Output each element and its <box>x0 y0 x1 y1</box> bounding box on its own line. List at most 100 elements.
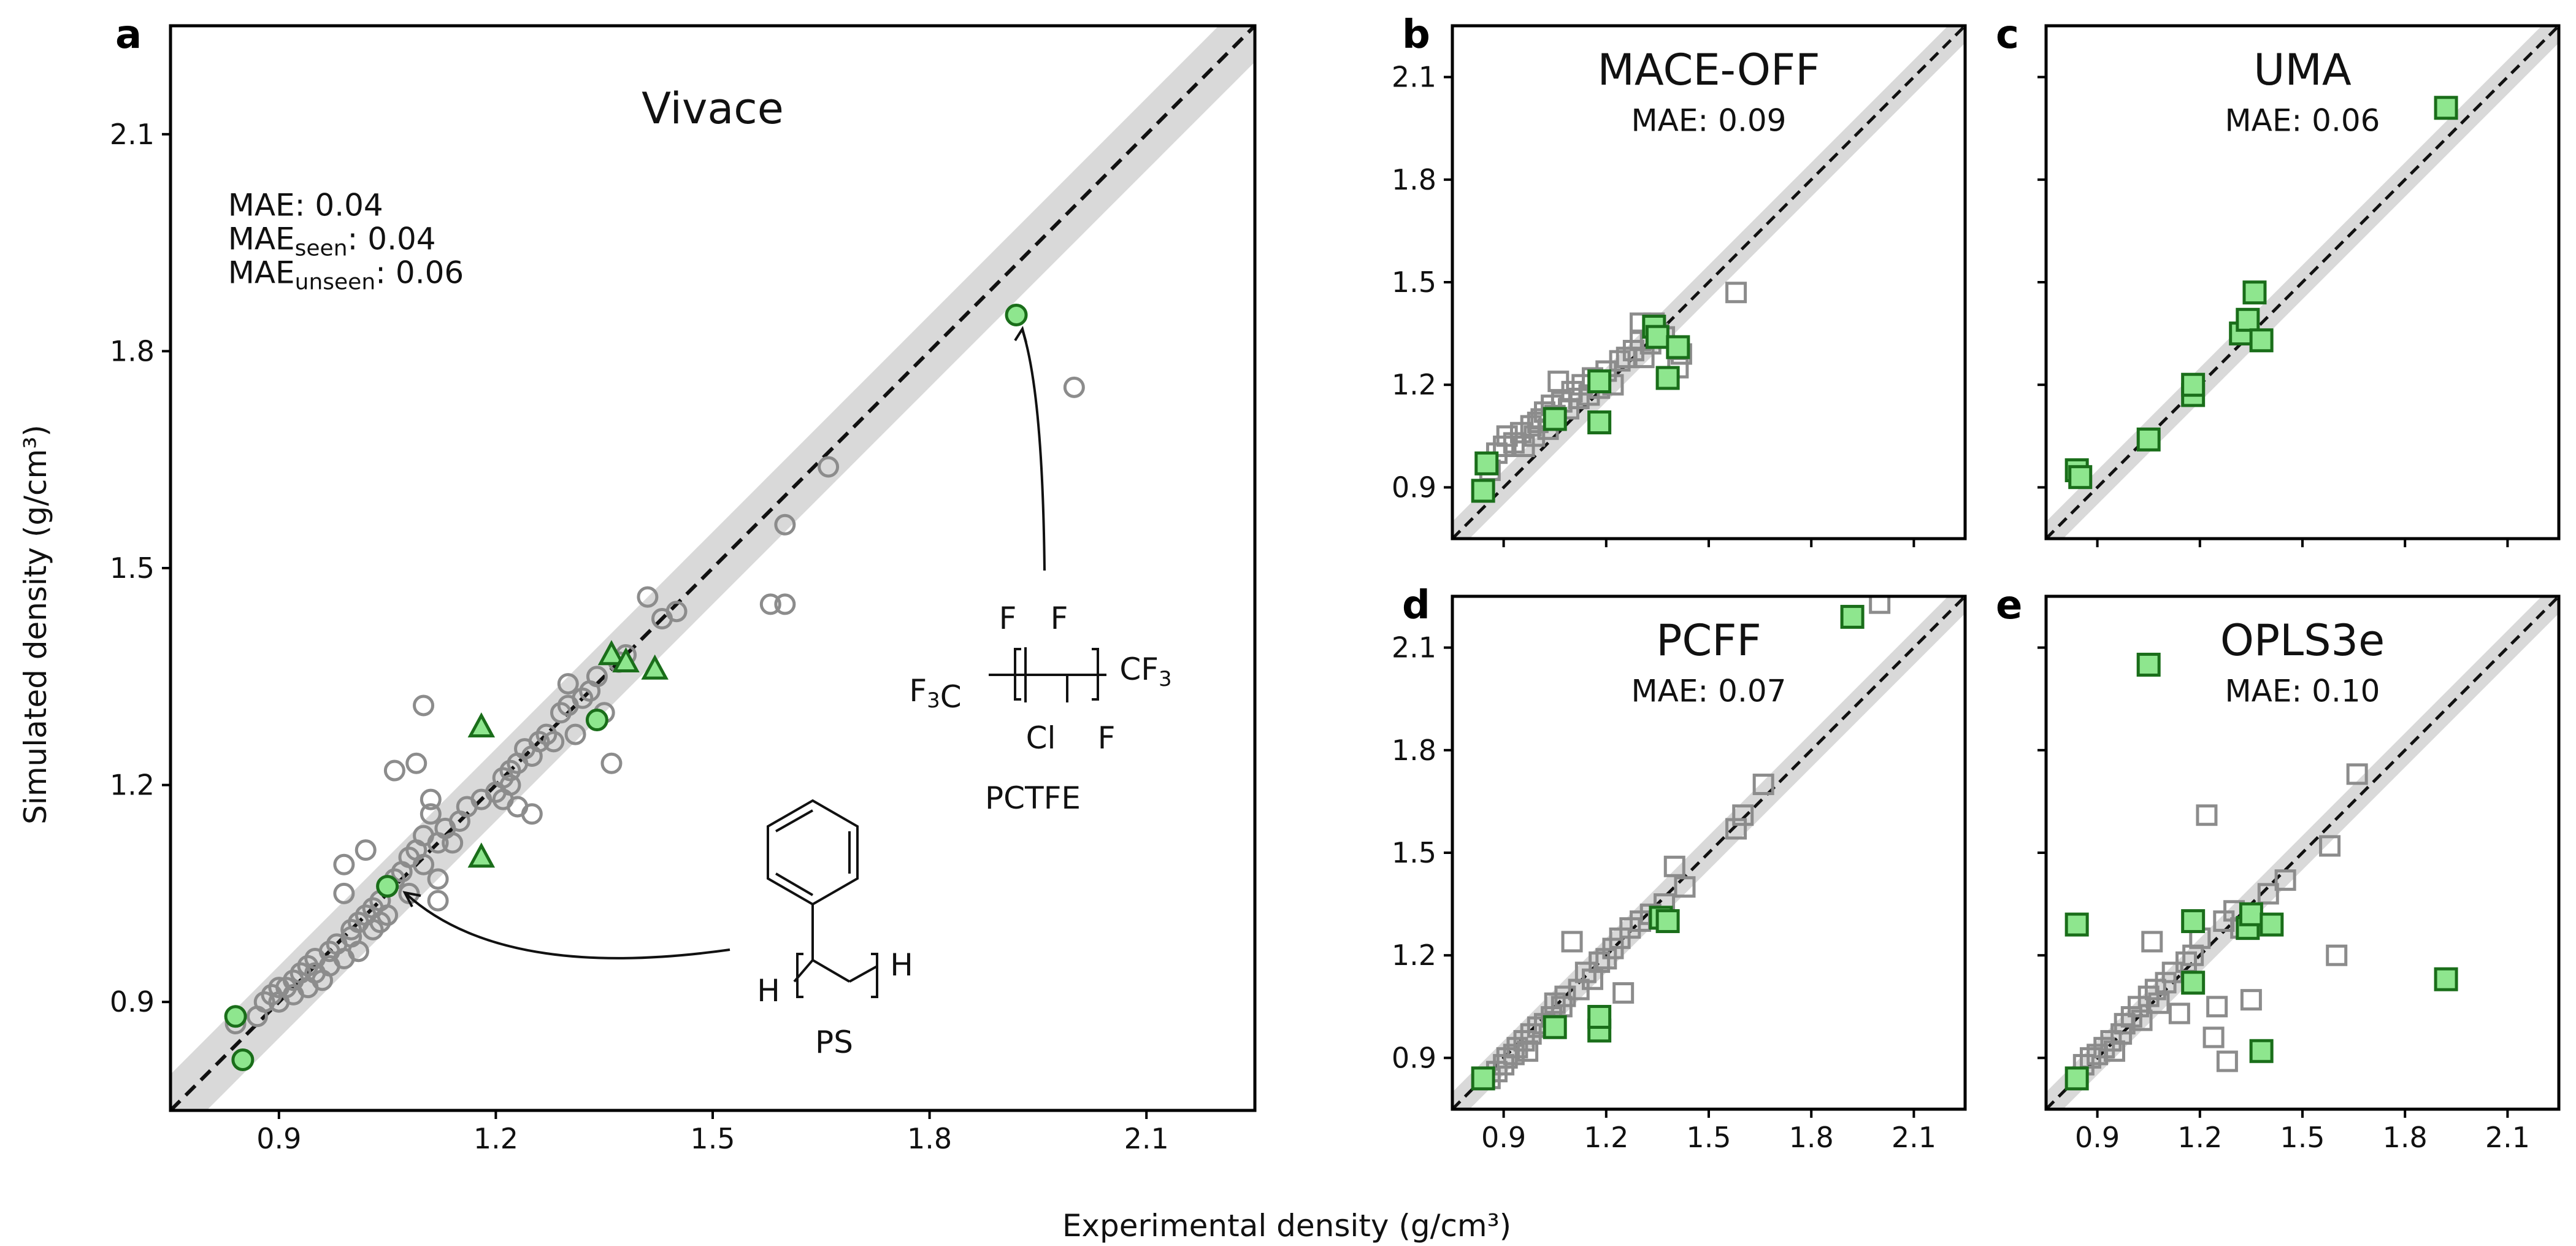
data-point-seen <box>340 918 362 940</box>
data-point-unseen <box>2249 328 2274 353</box>
x-tick-label: 1.2 <box>2177 1121 2222 1154</box>
data-point-seen <box>2141 931 2163 953</box>
plot-area <box>2046 26 2559 539</box>
x-tick-label: 2.1 <box>1124 1122 1169 1155</box>
data-point-seen <box>521 803 543 825</box>
data-point-seen <box>427 868 449 890</box>
data-point-seen <box>492 767 514 789</box>
ps-arrow-head <box>402 891 421 907</box>
y-tick-label: 1.2 <box>1392 939 1436 972</box>
x-tick-label: 1.2 <box>1584 1121 1628 1154</box>
data-point-seen <box>275 977 297 999</box>
data-point-seen <box>550 702 572 724</box>
x-tick-label: 1.8 <box>1789 1121 1834 1154</box>
mae-label: MAE: 0.06 <box>2225 102 2380 138</box>
data-point-unseen <box>2434 96 2458 120</box>
pctfe-f-top-left: F <box>999 601 1017 636</box>
data-point-unseen <box>2181 372 2206 397</box>
data-point-seen <box>1612 982 1635 1004</box>
data-point-seen <box>405 752 427 774</box>
data-point-unseen <box>1587 1005 1612 1029</box>
mae-label: MAE: 0.09 <box>1631 102 1786 138</box>
data-point-unseen <box>1840 604 1865 629</box>
pctfe-cf3-right: CF3 <box>1119 652 1171 691</box>
data-point-unseen-triangle <box>597 640 626 666</box>
panel-b-mace-off: 0.9 1.2 1.5 1.8 2.1b MACE-OFF MAE: 0.09 <box>1392 12 1967 547</box>
data-point-seen <box>442 832 464 854</box>
data-point-unseen <box>2136 652 2161 677</box>
data-point-unseen <box>2181 971 2206 995</box>
data-point-seen <box>818 456 840 478</box>
data-point-seen <box>420 788 442 810</box>
data-point-seen <box>1732 804 1754 826</box>
plot-area <box>171 26 1255 1110</box>
data-point-seen <box>1869 596 1891 614</box>
ps-label: PS <box>815 1025 853 1060</box>
data-point-seen <box>413 694 435 717</box>
pctfe-f-top-right: F <box>1051 601 1068 636</box>
data-point-seen <box>355 839 377 861</box>
y-tick-label: 0.9 <box>1392 471 1436 504</box>
data-point-seen <box>383 760 405 782</box>
pctfe-structure <box>989 647 1106 702</box>
data-point-unseen <box>1474 451 1499 475</box>
ps-arrow <box>405 893 730 959</box>
x-tick-label: 1.8 <box>2383 1121 2428 1154</box>
data-point-seen <box>2274 869 2296 891</box>
data-point-seen <box>1752 774 1774 796</box>
data-point-seen <box>1561 931 1583 953</box>
y-tick-label: 1.5 <box>1392 836 1436 869</box>
panel-e-opls3e: 0.9 1.2 1.5 1.8 2.1 e OPLS3e MAE: 0.10 <box>1996 583 2561 1154</box>
data-point-seen <box>420 803 442 825</box>
parity-line <box>1452 26 1965 539</box>
data-point-unseen-circle <box>224 1005 247 1028</box>
data-point-unseen-circle <box>585 709 608 732</box>
panel-d-pcff: 0.9 1.2 1.5 1.8 2.10.91.21.51.82.1dPCFFMAE: … <box>1392 583 1967 1154</box>
data-point-unseen <box>2068 465 2093 490</box>
data-point-unseen <box>1471 1066 1495 1091</box>
data-point-seen <box>2202 1026 2225 1048</box>
mae-label: MAE: 0.10 <box>2225 673 2380 709</box>
plot-area <box>2046 596 2559 1109</box>
data-point-seen <box>528 731 550 753</box>
y-tick-label: 0.9 <box>110 985 155 1018</box>
data-point-unseen <box>1645 325 1669 349</box>
y-tick-label: 2.1 <box>1392 61 1436 94</box>
y-tick-label: 1.2 <box>110 769 155 802</box>
data-point-seen <box>586 666 608 688</box>
mae-label: MAEunseen: 0.06 <box>228 255 464 294</box>
data-point-seen <box>1633 347 1655 369</box>
y-tick-label: 1.8 <box>1392 734 1436 767</box>
data-point-unseen-triangle <box>641 654 669 680</box>
mae-label: MAE: 0.04 <box>228 187 383 223</box>
data-point-seen <box>1663 855 1685 877</box>
data-point-seen <box>297 955 319 977</box>
data-point-seen <box>499 760 521 782</box>
data-point-unseen <box>2136 427 2161 452</box>
data-point-seen <box>369 912 391 934</box>
panel-title: OPLS3e <box>2220 615 2385 666</box>
data-point-unseen <box>2260 912 2284 937</box>
parity-line <box>2046 26 2559 539</box>
data-point-unseen <box>1587 369 1612 394</box>
data-point-unseen <box>2434 967 2458 991</box>
data-point-seen <box>413 853 435 875</box>
x-tick-label: 2.1 <box>2485 1121 2530 1154</box>
y-tick-label: 1.2 <box>1392 368 1436 401</box>
data-point-seen <box>1554 985 1576 1007</box>
ps-h-right: H <box>890 947 913 983</box>
panel-letter: e <box>1996 583 2022 628</box>
data-point-seen <box>2240 989 2262 1011</box>
data-point-unseen <box>1655 909 1680 933</box>
panel-letter: d <box>1402 583 1430 628</box>
x-axis-label: Experimental density (g/cm³) <box>1062 1208 1511 1244</box>
pctfe-cl: Cl <box>1026 720 1056 756</box>
data-point-unseen <box>2249 1039 2274 1063</box>
data-point-unseen <box>1666 335 1690 360</box>
data-point-unseen-triangle <box>467 842 496 868</box>
data-point-unseen-circle <box>231 1048 255 1071</box>
data-point-seen <box>1063 376 1085 398</box>
data-point-seen <box>600 752 623 774</box>
data-point-seen <box>665 601 688 623</box>
